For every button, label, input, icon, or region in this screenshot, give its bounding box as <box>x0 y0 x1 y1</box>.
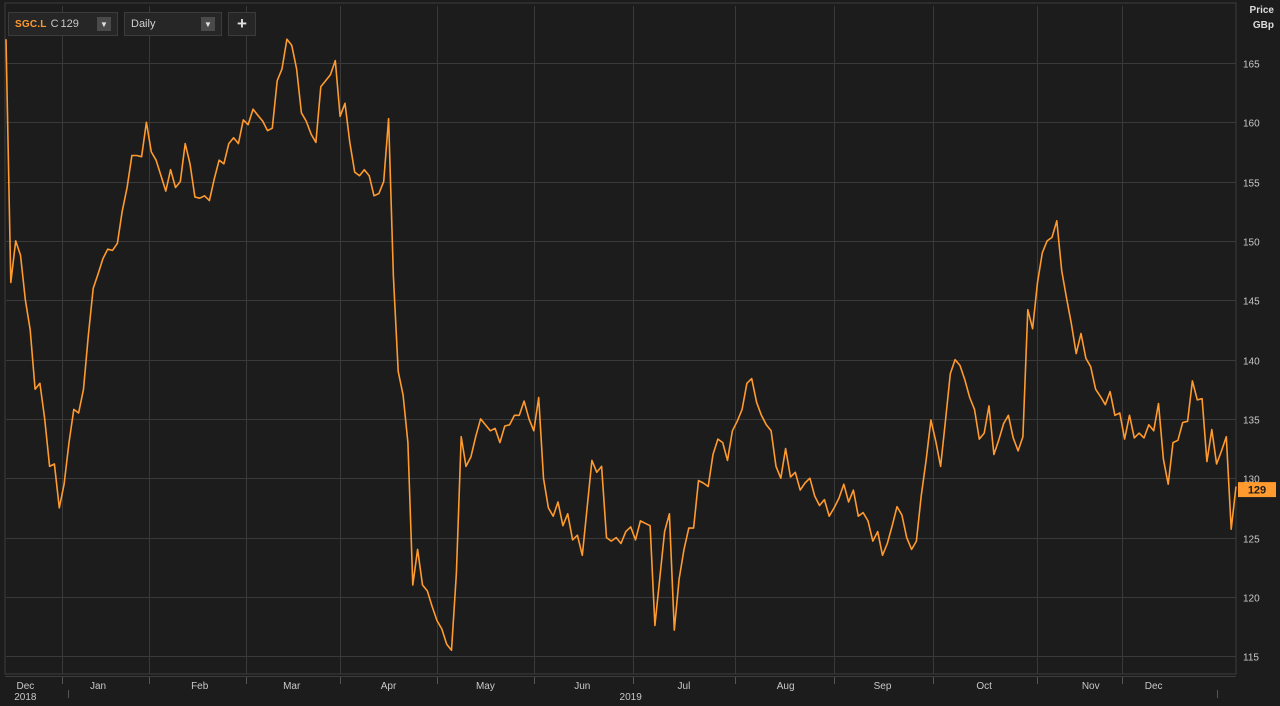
last-price-label: 129 <box>1248 485 1266 497</box>
plot-frame <box>4 2 1237 675</box>
last-price-badge <box>1238 482 1276 498</box>
y-tick-label: 130 <box>1243 475 1260 486</box>
x-year-label: 2019 <box>620 692 643 703</box>
y-tick-label: 160 <box>1243 119 1260 130</box>
x-tick-label: Dec <box>1145 681 1163 692</box>
x-tick-label: Sep <box>874 681 892 692</box>
y-tick-label: 145 <box>1243 297 1260 308</box>
x-tick-label: Nov <box>1082 681 1100 692</box>
x-tick-label: Apr <box>381 681 397 692</box>
x-tick-label: Jul <box>678 681 691 692</box>
last-price-marker: 129 <box>1238 482 1276 498</box>
x-tick-label: May <box>476 681 495 692</box>
x-tick-label: Jun <box>574 681 590 692</box>
symbol-selector[interactable]: SGC.L C 129 ▼ <box>8 12 118 36</box>
interval-label: Daily <box>131 18 156 30</box>
chevron-down-icon[interactable]: ▼ <box>201 17 215 31</box>
x-axis: Dec Jan Feb Mar Apr May Jun Jul Aug Sep Oct Nov Dec2… <box>5 676 1236 703</box>
x-tick-label: Mar <box>283 681 301 692</box>
y-axis-unit: GBp <box>1252 20 1274 31</box>
x-tick-label: Oct <box>976 681 992 692</box>
price-series[interactable] <box>5 38 1237 652</box>
add-study-button[interactable]: + <box>228 12 256 36</box>
x-tick-label: Feb <box>191 681 209 692</box>
chevron-down-icon[interactable]: ▼ <box>97 17 111 31</box>
y-tick-label: 165 <box>1243 60 1260 71</box>
chart-toolbar: SGC.L C 129 ▼ Daily ▼ + <box>8 10 256 38</box>
x-tick-label: Jan <box>90 681 106 692</box>
x-tick-label: Dec <box>16 681 34 692</box>
interval-selector[interactable]: Daily ▼ <box>124 12 222 36</box>
y-tick-label: 115 <box>1243 653 1259 664</box>
y-tick-label: 150 <box>1243 238 1260 249</box>
y-axis-title: Price <box>1249 5 1274 16</box>
x-tick-label: Aug <box>777 681 795 692</box>
close-label: C <box>50 18 59 30</box>
y-axis: 115 120 125 130 135 140 145 150 155 160 165 <box>1243 60 1260 664</box>
y-tick-label: 125 <box>1243 535 1260 546</box>
y-tick-label: 135 <box>1243 416 1260 427</box>
price-line[interactable] <box>5 38 1237 652</box>
close-value: 129 <box>60 18 79 30</box>
symbol-name: SGC.L <box>15 18 47 30</box>
y-tick-label: 140 <box>1243 357 1260 368</box>
grid-lines <box>4 2 1237 675</box>
y-tick-label: 120 <box>1243 594 1260 605</box>
x-year-label: 2018 <box>14 692 37 703</box>
y-tick-label: 155 <box>1243 179 1260 190</box>
